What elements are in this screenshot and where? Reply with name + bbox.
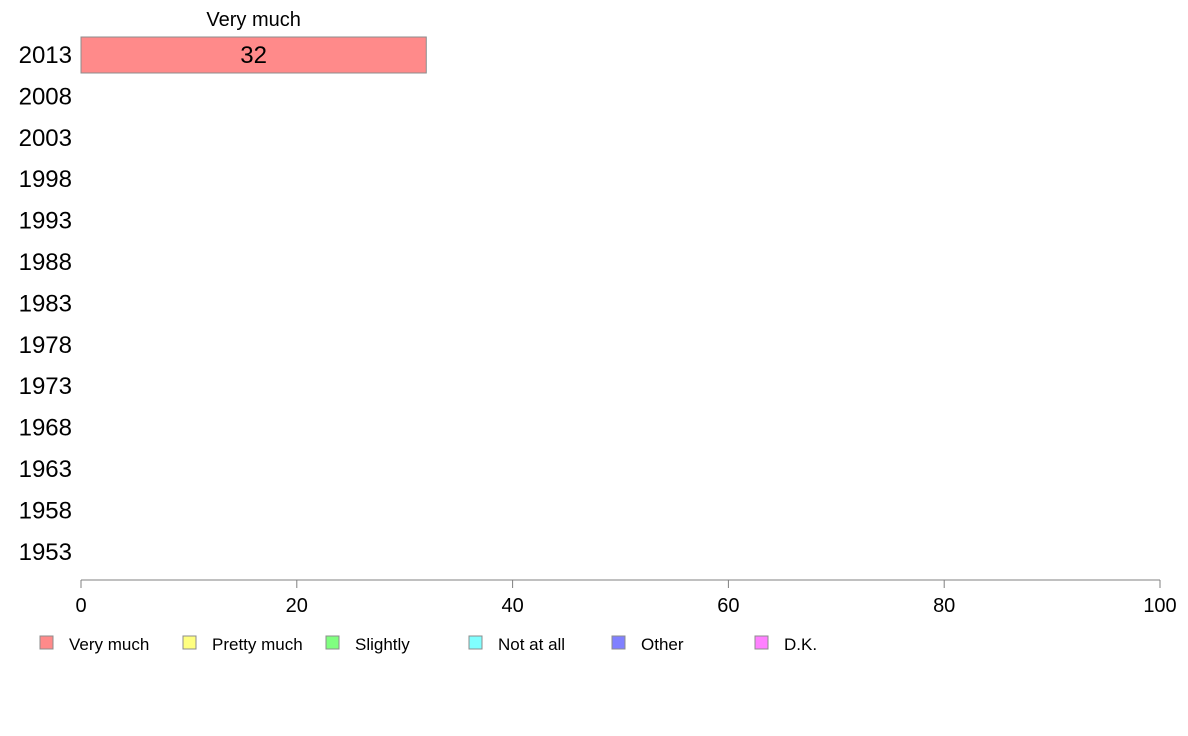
x-tick-label: 0 <box>75 595 86 617</box>
year-label: 2013 <box>19 42 72 69</box>
legend-label: Pretty much <box>212 635 303 654</box>
year-label: 1958 <box>19 497 72 524</box>
segment-header-label: Very much <box>206 9 300 31</box>
legend-label: Not at all <box>498 635 565 654</box>
year-label: 1993 <box>19 208 72 235</box>
bar-segment <box>80 36 427 74</box>
x-tick-label: 40 <box>501 595 523 617</box>
year-label: 1983 <box>19 290 72 317</box>
year-label: 2008 <box>19 83 72 110</box>
year-label: 1988 <box>19 249 72 276</box>
bars-layer: 32 Very much <box>80 9 427 74</box>
year-label: 1998 <box>19 166 72 193</box>
year-label: 1978 <box>19 332 72 359</box>
legend-swatch <box>468 635 483 650</box>
legend-label: Very much <box>69 635 149 654</box>
x-tick-label: 20 <box>286 595 308 617</box>
legend-label: D.K. <box>784 635 817 654</box>
year-axis-labels: 2013 2008 2003 1998 1993 1988 1983 1978 1973 1968… <box>19 42 72 566</box>
legend-swatch <box>611 635 626 650</box>
legend-swatch <box>182 635 197 650</box>
legend-swatch <box>325 635 340 650</box>
x-axis: 0 20 40 60 80 100 <box>75 579 1177 617</box>
bar-value-label: 32 <box>240 42 267 69</box>
year-label: 1963 <box>19 456 72 483</box>
legend-label: Other <box>641 635 684 654</box>
legend: Very much Pretty much Slightly Not at all Ot… <box>39 635 817 654</box>
year-label: 2003 <box>19 125 72 152</box>
x-tick-label: 80 <box>933 595 955 617</box>
year-label: 1968 <box>19 415 72 442</box>
year-label: 1953 <box>19 539 72 566</box>
year-label: 1973 <box>19 373 72 400</box>
legend-swatch <box>39 635 54 650</box>
legend-swatch <box>754 635 769 650</box>
x-tick-label: 60 <box>717 595 739 617</box>
x-tick-label: 100 <box>1143 595 1176 617</box>
legend-label: Slightly <box>355 635 410 654</box>
